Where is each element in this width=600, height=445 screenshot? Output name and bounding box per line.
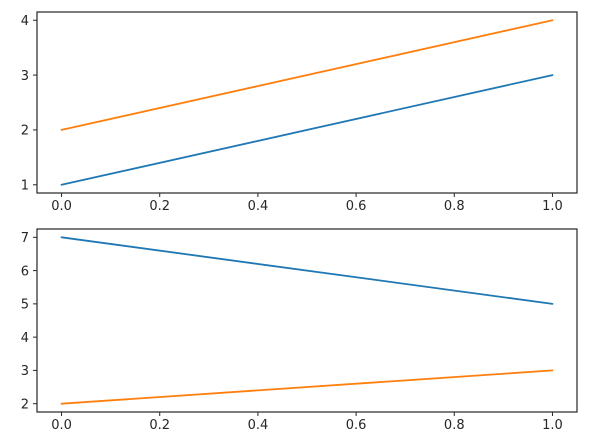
subplot-top: 0.0 0.2 0.4 0.6 0.8 1.0 1 2 3 4 — [21, 11, 578, 214]
y-tick-label: 4 — [21, 331, 29, 346]
blue-line-series — [60, 74, 554, 186]
x-tick-label: 0.4 — [248, 199, 269, 214]
x-tick-label: 0.2 — [149, 418, 170, 433]
blue-line-series — [60, 236, 554, 305]
y-tick-label: 5 — [21, 298, 29, 313]
y-tick-label: 2 — [21, 397, 29, 412]
subplot-bottom: 0.0 0.2 0.4 0.6 0.8 1.0 2 3 4 5 6 7 — [21, 228, 578, 433]
y-tick-label: 3 — [21, 364, 29, 379]
y-tick-label: 4 — [21, 14, 29, 29]
x-tick-label: 0.8 — [444, 418, 465, 433]
x-tick-label: 1.0 — [542, 199, 563, 214]
x-tick-label: 0.6 — [346, 418, 367, 433]
plot-area — [37, 12, 577, 193]
x-tick-label: 1.0 — [542, 418, 563, 433]
x-tick-label: 0.8 — [444, 199, 465, 214]
plot-area — [37, 229, 577, 412]
x-tick-label: 0.2 — [149, 199, 170, 214]
y-tick-label: 7 — [21, 231, 29, 246]
x-tick-label: 0.4 — [248, 418, 269, 433]
y-tick-label: 1 — [21, 178, 29, 193]
orange-line-series — [60, 19, 554, 131]
axes-spines — [36, 228, 578, 413]
y-tick-label: 6 — [21, 264, 29, 279]
axes-spines — [36, 11, 578, 194]
orange-line-series — [60, 369, 554, 405]
y-tick-label: 2 — [21, 124, 29, 139]
y-tick-label: 3 — [21, 69, 29, 84]
x-tick-label: 0.0 — [51, 418, 72, 433]
x-tick-label: 0.0 — [51, 199, 72, 214]
x-tick-label: 0.6 — [346, 199, 367, 214]
